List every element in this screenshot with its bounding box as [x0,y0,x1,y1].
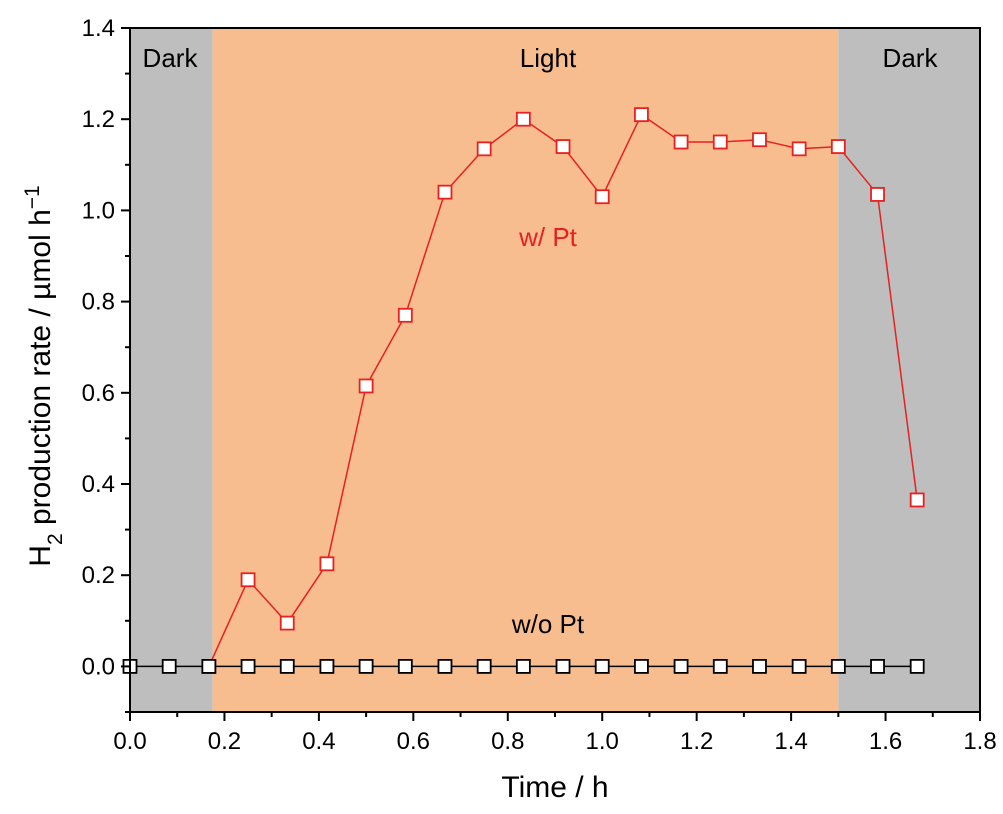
region-label-1: Dark [143,43,199,73]
y-tick-label: 1.2 [82,106,115,133]
x-tick-label: 0.0 [113,728,146,755]
region-3-dark [838,28,980,712]
series-label-1: w/ Pt [518,222,578,252]
data-point [752,659,767,674]
data-point [555,139,571,154]
y-tick-label: 0.0 [82,653,115,680]
data-point [240,572,256,588]
data-point [358,659,374,674]
data-point [397,307,413,323]
data-point [515,111,531,127]
data-point [870,659,885,674]
data-point [319,659,335,674]
data-point [830,659,846,674]
series-labels: w/ Pt w/o Pt [511,222,585,639]
data-point [634,659,649,674]
data-point [830,139,846,154]
data-point [634,107,649,123]
y-axis-title: H2 production rate / µmol h−1 [21,185,67,566]
series-2 [122,659,925,674]
x-tick-label: 1.4 [774,728,807,755]
data-point [752,132,767,148]
data-point [673,134,689,150]
x-tick-label: 1.0 [586,728,619,755]
data-point [279,659,295,674]
y-tick-label: 0.8 [82,289,115,316]
data-point [555,659,571,674]
data-point [437,659,453,674]
x-tick-label: 1.8 [963,728,996,755]
data-point [870,187,885,202]
data-point [909,659,925,674]
data-point [319,556,335,572]
data-point [476,141,492,157]
data-point [279,615,295,631]
data-point [476,659,492,674]
data-point [594,189,610,205]
y-axis-title-rest: production rate / µmol h [24,209,57,533]
x-axis-title: Time / h [501,771,608,804]
data-point [909,492,925,508]
data-point [673,659,689,674]
data-point [161,659,177,674]
y-tick-label: 0.2 [82,562,115,589]
x-tick-label: 0.6 [397,728,430,755]
x-axis: 0.0 0.2 0.4 0.6 0.8 1.0 1.2 1.4 1.6 1.8 [113,712,997,755]
y-axis-title-main: H [24,545,57,567]
data-point [712,134,728,150]
x-tick-label: 0.8 [491,728,524,755]
y-axis: 0.0 0.2 0.4 0.6 0.8 1.0 1.2 1.4 [82,15,130,713]
region-label-3: Dark [883,43,939,73]
data-point [437,184,453,200]
y-tick-label: 1.0 [82,197,115,224]
data-point [712,659,728,674]
data-point [240,659,256,674]
y-tick-label: 1.4 [82,15,115,42]
y-axis-title-superscript: −1 [21,185,44,209]
y-tick-label: 0.6 [82,380,115,407]
data-point [594,659,610,674]
series-1 [201,107,925,674]
data-point [201,659,217,674]
region-2-light [212,28,839,712]
x-tick-label: 1.6 [869,728,902,755]
region-labels: Dark Light Dark [143,43,939,73]
data-point [791,141,807,157]
x-tick-label: 0.2 [208,728,241,755]
x-tick-label: 1.2 [680,728,713,755]
region-label-2: Light [520,43,577,73]
data-point [791,659,807,674]
region-1-dark [130,28,213,712]
light-dark-regions [130,28,980,712]
y-tick-label: 0.4 [82,471,115,498]
data-point [515,659,531,674]
series-label-2: w/o Pt [511,609,585,639]
data-point [358,378,374,394]
data-point [397,659,413,674]
x-tick-label: 0.4 [302,728,335,755]
y-axis-title-subscript: 2 [44,533,67,545]
series-layer [122,107,925,674]
